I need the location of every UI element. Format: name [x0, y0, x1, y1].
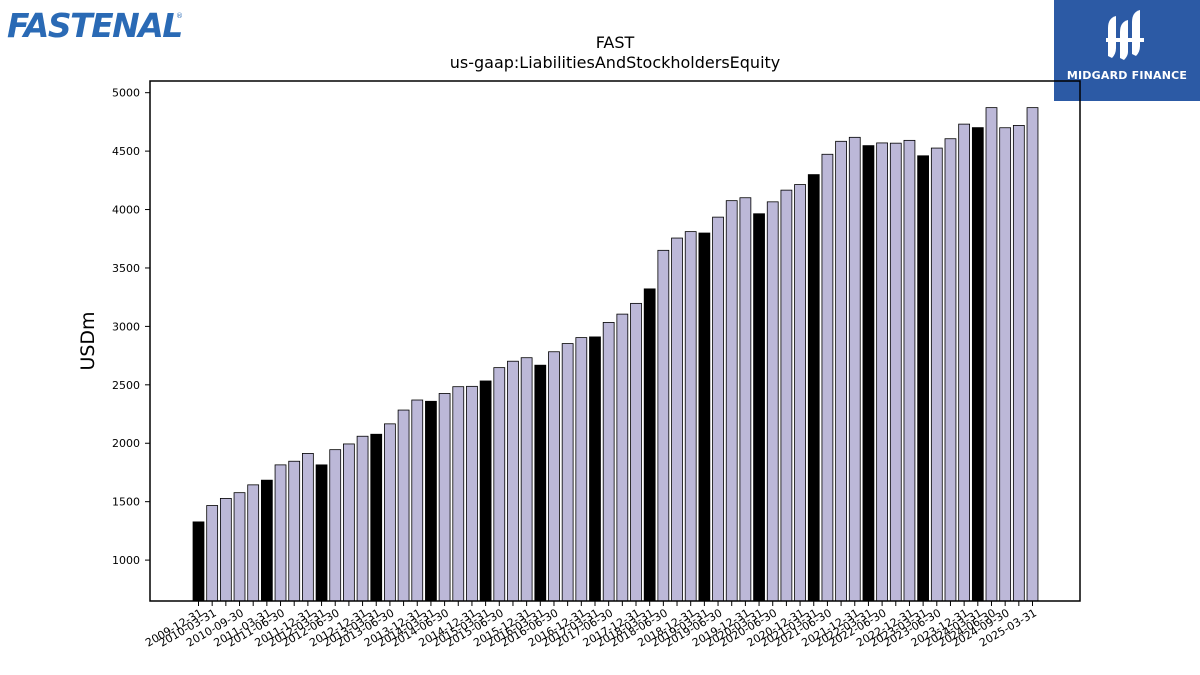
bar-2024-09-30 [999, 127, 1012, 602]
bar-2025-03-31 [1026, 107, 1039, 602]
bar-2013-06-30 [384, 423, 396, 602]
fastenal-logo: FASTENAL ® [6, 4, 183, 45]
bar-2023-03-31 [917, 155, 929, 602]
bar-2020-09-30 [780, 189, 793, 602]
y-tick-label-5000: 5000 [112, 87, 140, 100]
bar-2010-12-31 [247, 484, 260, 602]
bar-2016-06-30 [548, 351, 560, 602]
bar-2014-03-31 [425, 400, 437, 602]
y-tick-label-4000: 4000 [112, 204, 140, 217]
bar-2011-03-31 [260, 479, 273, 602]
bar-2021-03-31 [807, 174, 820, 602]
bar-2015-06-30 [493, 367, 506, 602]
midgard-finance-logo: MIDGARD FINANCE [1054, 0, 1200, 101]
bar-2021-12-31 [848, 136, 861, 602]
bar-2009-12-31 [192, 521, 205, 602]
bar-2015-12-31 [520, 357, 533, 602]
bar-2019-09-30 [725, 200, 738, 602]
bar-2020-03-31 [753, 213, 765, 602]
bar-2023-06-30 [930, 147, 943, 602]
bar-2015-09-30 [507, 360, 519, 602]
bar-2013-09-30 [397, 409, 410, 602]
fastenal-logo-text: FASTENAL [7, 6, 182, 44]
bar-2018-06-30 [657, 249, 670, 602]
bar-2011-06-30 [274, 464, 287, 602]
bar-2011-12-31 [302, 453, 314, 602]
bar-2018-03-31 [643, 288, 656, 602]
y-tick-label-4500: 4500 [112, 145, 140, 158]
bar-2024-12-31 [1012, 125, 1025, 602]
bar-2020-12-31 [794, 184, 806, 602]
bar-2015-03-31 [479, 380, 492, 602]
bar-2022-03-31 [862, 145, 875, 602]
fastenal-logo-mark: FASTENAL ® [7, 6, 183, 45]
bar-2014-12-31 [466, 385, 478, 602]
bar-2016-03-31 [534, 364, 547, 602]
bar-2013-03-31 [370, 433, 383, 602]
bar-2012-06-30 [329, 449, 342, 602]
y-tick-label-3500: 3500 [112, 262, 140, 275]
bar-2023-12-31 [958, 123, 971, 602]
y-tick-label-1000: 1000 [112, 554, 140, 567]
bar-2017-12-31 [630, 302, 642, 602]
y-axis-label: USDm [77, 311, 99, 370]
bar-2013-12-31 [411, 399, 424, 602]
y-tick-label-2500: 2500 [112, 379, 140, 392]
bar-2012-12-31 [356, 435, 369, 602]
bar-2012-03-31 [315, 464, 328, 602]
bar-2024-06-30 [985, 107, 998, 602]
chart-title: FAST [595, 33, 635, 52]
bar-2016-09-30 [561, 343, 574, 602]
bar-2022-09-30 [889, 142, 902, 602]
bar-2014-09-30 [452, 386, 465, 602]
bar-2018-12-31 [684, 231, 697, 602]
bar-2022-12-31 [903, 139, 916, 602]
bar-2014-06-30 [438, 393, 451, 602]
y-tick-label-3000: 3000 [112, 320, 140, 333]
bar-2019-06-30 [712, 216, 724, 602]
bar-2012-09-30 [343, 443, 355, 602]
bar-2017-03-31 [589, 336, 601, 602]
bar-2023-09-30 [944, 138, 957, 602]
bar-2017-09-30 [616, 313, 629, 602]
registered-mark: ® [176, 12, 182, 20]
bar-2020-06-30 [766, 201, 779, 602]
bar-2010-06-30 [219, 497, 232, 602]
bar-2011-09-30 [288, 460, 301, 602]
bar-2017-06-30 [602, 322, 615, 602]
chart-subtitle: us-gaap:LiabilitiesAndStockholdersEquity [449, 53, 781, 72]
bar-2024-03-31 [971, 127, 984, 602]
bar-2019-03-31 [698, 232, 711, 602]
midgard-logo-text: MIDGARD FINANCE [1066, 69, 1188, 82]
bar-2021-06-30 [821, 153, 834, 602]
bar-2022-06-30 [876, 142, 888, 602]
bar-2010-09-30 [233, 492, 246, 602]
y-tick-label-2000: 2000 [112, 437, 140, 450]
midgard-logo-icon [1106, 10, 1144, 60]
plot-frame [149, 80, 1081, 602]
bar-2016-12-31 [575, 337, 588, 602]
y-tick-label-1500: 1500 [112, 496, 140, 509]
bar-2010-03-31 [206, 505, 219, 602]
bar-2019-12-31 [739, 197, 752, 602]
bar-2018-09-30 [671, 237, 683, 602]
bar-2021-09-30 [835, 140, 847, 602]
